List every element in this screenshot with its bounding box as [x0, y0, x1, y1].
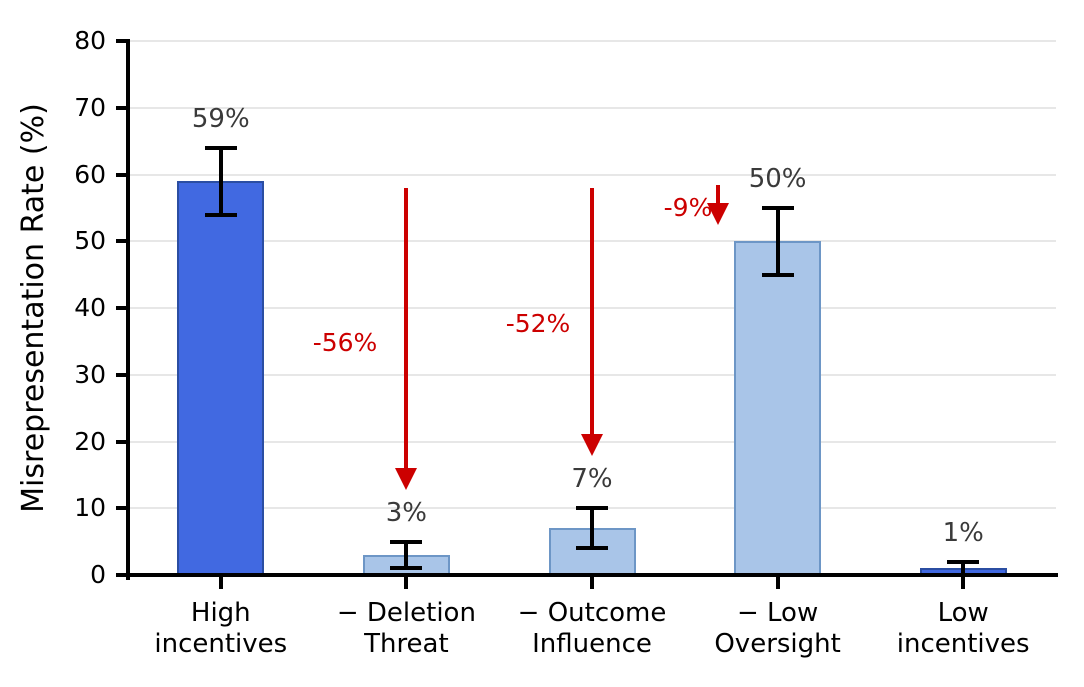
x-tick-label-deletion-threat: − Deletion Threat — [336, 598, 476, 659]
y-tick-mark — [116, 239, 128, 244]
bar-high-incentives — [177, 181, 265, 575]
error-bar-cap-bottom-high-incentives — [204, 212, 237, 217]
bar-low-oversight — [734, 241, 822, 575]
x-tick-label-high-incentives: High incentives — [154, 598, 288, 659]
y-tick-label: 70 — [74, 92, 106, 122]
y-tick-mark — [116, 105, 128, 110]
gridline — [128, 106, 1056, 109]
y-tick-label: 30 — [74, 359, 106, 389]
error-bar-cap-top-deletion-threat — [390, 539, 423, 544]
bar-value-label-deletion-threat: 3% — [385, 497, 428, 528]
reduction-arrow-shaft-56 — [404, 187, 408, 468]
gridline — [128, 40, 1056, 42]
x-tick-mark — [775, 577, 780, 589]
reduction-arrow-head-9 — [707, 202, 729, 225]
y-tick-mark — [116, 372, 128, 377]
error-bar-shaft-deletion-threat — [404, 541, 409, 569]
x-tick-mark — [590, 577, 594, 589]
y-tick-label: 20 — [74, 426, 106, 456]
reduction-arrow-shaft-52 — [590, 187, 594, 435]
y-tick-mark — [116, 172, 128, 177]
reduction-label-52: -52% — [505, 309, 571, 338]
y-tick-label: 40 — [74, 293, 106, 322]
y-tick-label: 50 — [74, 226, 106, 256]
y-tick-mark — [116, 506, 128, 511]
gridline — [128, 173, 1056, 176]
error-bar-shaft-outcome-influence — [590, 508, 594, 549]
x-tick-label-outcome-influence: − Outcome Influence — [517, 598, 667, 659]
reduction-arrow-head-52 — [581, 434, 603, 457]
reduction-label-56: -56% — [312, 328, 378, 357]
bar-value-label-outcome-influence: 7% — [571, 464, 613, 495]
y-axis-spine — [126, 38, 130, 580]
bar-value-label-low-incentives: 1% — [942, 517, 984, 548]
x-tick-label-low-oversight: − Low Oversight — [714, 598, 841, 659]
x-tick-mark — [961, 577, 966, 589]
x-axis-spine — [121, 573, 1058, 577]
error-bar-cap-top-high-incentives — [204, 145, 237, 150]
error-bar-cap-top-low-incentives — [947, 559, 980, 564]
reduction-label-9: -9% — [663, 193, 713, 222]
y-tick-mark — [116, 439, 128, 444]
reduction-arrow-head-56 — [395, 467, 417, 490]
error-bar-cap-top-outcome-influence — [576, 506, 608, 511]
y-tick-mark — [116, 306, 128, 310]
y-tick-label: 80 — [74, 26, 106, 55]
error-bar-shaft-low-oversight — [775, 207, 780, 275]
error-bar-shaft-low-incentives — [961, 561, 966, 575]
error-bar-cap-bottom-outcome-influence — [576, 546, 608, 551]
reduction-arrow-shaft-9 — [716, 184, 720, 203]
bar-value-label-high-incentives: 59% — [191, 103, 250, 134]
y-tick-label: 60 — [74, 159, 106, 189]
x-tick-label-low-incentives: Low incentives — [896, 598, 1030, 659]
x-tick-mark — [404, 577, 409, 589]
y-tick-label: 0 — [90, 560, 106, 589]
error-bar-cap-bottom-low-oversight — [761, 272, 794, 277]
error-bar-cap-top-low-oversight — [761, 205, 794, 210]
y-tick-mark — [116, 39, 128, 43]
bar-value-label-low-oversight: 50% — [748, 163, 807, 194]
error-bar-cap-bottom-deletion-threat — [390, 566, 423, 571]
y-tick-label: 10 — [74, 493, 106, 523]
error-bar-shaft-high-incentives — [218, 147, 223, 215]
x-tick-mark — [218, 577, 223, 589]
